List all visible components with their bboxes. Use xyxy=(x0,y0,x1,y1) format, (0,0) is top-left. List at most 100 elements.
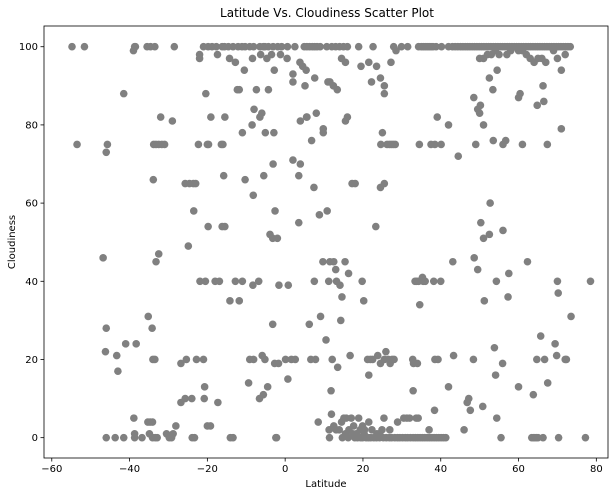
data-point xyxy=(189,207,198,215)
data-point xyxy=(206,422,215,430)
x-tick-label: −60 xyxy=(41,464,62,475)
data-point xyxy=(277,42,286,51)
data-point xyxy=(199,355,208,364)
data-point xyxy=(427,140,435,149)
data-point xyxy=(268,320,277,329)
data-point xyxy=(479,234,488,243)
data-point xyxy=(138,433,146,442)
data-point xyxy=(336,316,345,325)
data-point xyxy=(567,312,575,321)
data-point xyxy=(181,394,189,403)
data-point xyxy=(437,42,446,51)
data-point xyxy=(557,125,566,133)
data-point xyxy=(380,82,389,90)
data-point xyxy=(221,113,229,121)
data-point xyxy=(170,42,179,51)
data-point xyxy=(281,355,290,364)
data-point xyxy=(249,191,258,200)
data-point xyxy=(235,85,244,94)
data-point xyxy=(480,297,489,305)
x-tick-label: 0 xyxy=(282,464,288,475)
data-point xyxy=(344,269,353,278)
data-point xyxy=(101,347,110,356)
data-point xyxy=(518,140,527,149)
data-point xyxy=(102,433,111,442)
data-point xyxy=(478,402,487,411)
data-point xyxy=(324,277,333,286)
data-point xyxy=(156,113,165,121)
data-point xyxy=(425,426,433,434)
data-point xyxy=(261,128,270,137)
data-point xyxy=(506,46,515,55)
data-point xyxy=(310,74,319,82)
x-tick-label: 20 xyxy=(357,464,370,475)
data-point xyxy=(289,78,297,86)
data-point xyxy=(523,257,532,266)
data-point xyxy=(301,82,309,90)
data-point xyxy=(380,414,388,422)
data-point xyxy=(470,254,479,262)
data-point xyxy=(296,160,305,168)
data-point xyxy=(269,160,277,168)
data-point xyxy=(540,355,549,364)
axes-frame xyxy=(43,25,609,459)
data-point xyxy=(372,62,381,71)
data-point xyxy=(444,121,453,129)
data-point xyxy=(149,175,158,184)
data-point xyxy=(102,148,111,157)
data-point xyxy=(165,433,174,442)
data-point xyxy=(307,136,316,145)
data-point xyxy=(331,265,340,274)
data-point xyxy=(259,390,268,399)
data-point xyxy=(248,121,256,129)
data-point xyxy=(229,433,237,442)
data-point xyxy=(466,406,475,415)
data-point xyxy=(238,128,247,137)
data-point xyxy=(552,351,561,360)
data-point xyxy=(581,433,590,442)
data-point xyxy=(204,140,213,149)
data-point xyxy=(99,254,107,262)
data-point xyxy=(449,351,458,360)
data-point xyxy=(252,85,261,94)
data-point xyxy=(249,355,258,364)
data-point xyxy=(305,320,314,329)
data-point xyxy=(385,426,394,434)
data-point xyxy=(380,179,389,188)
data-point xyxy=(249,281,257,290)
data-point xyxy=(296,117,305,125)
data-point xyxy=(499,226,507,235)
data-point xyxy=(492,414,501,422)
data-point xyxy=(533,101,542,110)
data-point xyxy=(343,42,352,51)
data-point xyxy=(460,426,468,434)
data-point xyxy=(226,297,234,305)
data-point xyxy=(369,42,377,51)
x-tick-label: −20 xyxy=(197,464,218,475)
data-point xyxy=(415,300,424,309)
data-point xyxy=(225,54,234,63)
data-point xyxy=(244,379,253,387)
data-point xyxy=(333,85,342,94)
y-tick-label: 100 xyxy=(19,42,38,53)
data-point xyxy=(272,433,281,442)
data-point xyxy=(554,289,563,297)
data-point xyxy=(196,277,204,286)
data-point xyxy=(291,355,300,364)
data-point xyxy=(177,359,185,368)
data-point xyxy=(347,414,356,422)
data-point xyxy=(310,277,319,286)
data-point xyxy=(486,199,494,207)
data-point xyxy=(477,218,485,227)
data-point xyxy=(190,433,199,442)
x-axis-label: Latitude xyxy=(305,479,346,490)
data-point xyxy=(493,66,501,74)
data-point xyxy=(319,125,328,133)
data-point xyxy=(553,54,562,63)
data-point xyxy=(114,367,122,376)
data-point xyxy=(551,340,559,348)
data-point xyxy=(303,113,311,121)
data-point xyxy=(148,324,156,333)
data-point xyxy=(364,418,373,426)
data-point xyxy=(397,42,406,51)
